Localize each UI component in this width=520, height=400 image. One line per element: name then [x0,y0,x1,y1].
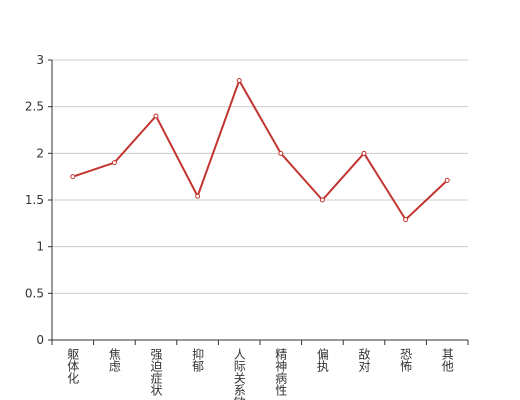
point [403,217,409,223]
x-tick-label: 强迫症状 [149,348,163,396]
point [111,160,117,166]
x-tick-label: 抑郁 [191,347,205,373]
point [278,150,284,156]
x-tick-label: 躯体化 [66,347,80,385]
x-tick-label: 恐怖 [399,348,413,372]
y-tick-label: 0.5 [25,286,44,300]
point [153,113,159,119]
y-tick-label: 3 [36,53,44,67]
point [70,174,76,180]
y-tick-label: 1 [36,240,44,254]
x-tick-label: 焦虑 [107,348,121,372]
point [319,197,325,203]
line [72,78,448,222]
x-tick-label: 其他 [440,348,454,372]
point [444,177,450,183]
x-tick-label: 敌对 [357,347,371,372]
x-tick-label: 偏执 [315,347,329,373]
point [361,150,367,156]
point [236,78,242,84]
point [195,193,201,199]
x-tick-label: 精神病性 [274,348,288,397]
y-tick-label: 1.5 [25,193,44,207]
x-tick-label: 人际关系敏感 [232,348,246,400]
y-tick-label: 2 [36,146,44,160]
y-tick-label: 0 [36,333,44,347]
y-tick-label: 2.5 [25,100,44,114]
